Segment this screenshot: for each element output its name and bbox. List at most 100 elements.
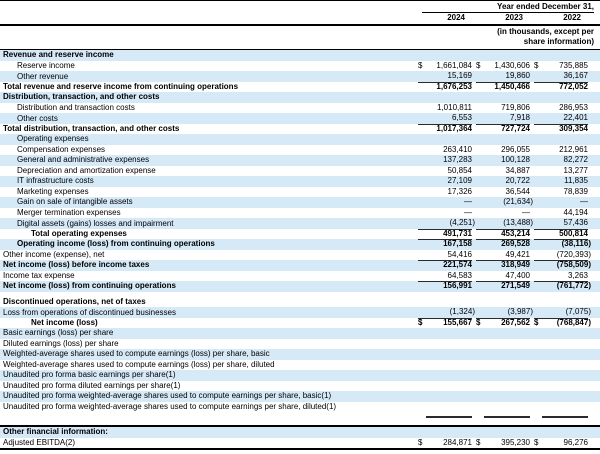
row-label: Operating expenses bbox=[17, 134, 89, 143]
value-2024: $155,667 bbox=[418, 318, 472, 329]
cell-value: 1,661,084 bbox=[436, 60, 472, 70]
table-row: Operating expenses bbox=[0, 134, 600, 145]
table-row: IT infrastructure costs 27,109 20,722 11… bbox=[0, 176, 600, 187]
value-2024 bbox=[418, 134, 472, 145]
table-row: Revenue and reserve income bbox=[0, 50, 600, 61]
period-label: Year ended December 31, bbox=[497, 2, 594, 11]
value-2022 bbox=[534, 391, 588, 402]
value-2024: 6,553 bbox=[418, 113, 472, 125]
value-2023: 7,918 bbox=[476, 113, 530, 125]
period-underline bbox=[422, 12, 594, 13]
value-2024: $284,871 bbox=[418, 438, 472, 449]
value-2024: 17,326 bbox=[418, 187, 472, 198]
currency-symbol: $ bbox=[476, 437, 481, 447]
row-label: Unaudited pro forma basic earnings per s… bbox=[3, 370, 176, 379]
currency-symbol: $ bbox=[476, 60, 481, 70]
row-label: Net income (loss) from continuing operat… bbox=[3, 281, 176, 290]
row-label: Other costs bbox=[17, 113, 58, 123]
table-row: Loss from operations of discontinued bus… bbox=[0, 307, 600, 319]
value-2023 bbox=[476, 370, 530, 381]
cell-value: 6,553 bbox=[451, 113, 472, 122]
row-label: Total operating expenses bbox=[31, 229, 127, 238]
cell-value: 269,528 bbox=[501, 239, 530, 248]
cell-value: 772,052 bbox=[559, 81, 588, 91]
cell-value: (4,251) bbox=[449, 218, 475, 227]
cell-value: 44,194 bbox=[563, 207, 588, 217]
cell-value: 500,814 bbox=[559, 228, 588, 238]
table-row: Digital assets (gains) losses and impair… bbox=[0, 218, 600, 230]
row-label: Reserve income bbox=[17, 60, 75, 70]
value-2022 bbox=[534, 360, 588, 371]
value-2022: 36,167 bbox=[534, 71, 588, 83]
table-row: Other revenue 15,169 19,860 36,167 bbox=[0, 71, 600, 83]
row-label: Unaudited pro forma weighted-average sha… bbox=[3, 401, 337, 411]
value-2023: (13,488) bbox=[476, 218, 533, 230]
cell-value: 309,354 bbox=[559, 123, 588, 133]
cell-value: 719,806 bbox=[501, 102, 530, 112]
table-row: Discontinued operations, net of taxes bbox=[0, 297, 600, 308]
cell-value: 284,871 bbox=[443, 437, 472, 447]
value-2023: 36,544 bbox=[476, 187, 530, 198]
row-label: Weighted-average shares used to compute … bbox=[3, 349, 270, 358]
value-2022: 57,436 bbox=[534, 218, 588, 230]
table-row: Distribution, transaction, and other cos… bbox=[0, 92, 600, 103]
table-row: Net income (loss) before income taxes 22… bbox=[0, 260, 600, 271]
cell-value: 49,421 bbox=[505, 249, 530, 259]
cell-value: (768,847) bbox=[556, 317, 591, 327]
cell-value: 1,010,811 bbox=[437, 102, 472, 112]
value-2023 bbox=[476, 391, 530, 402]
cell-value: 267,562 bbox=[501, 317, 530, 327]
table-row: Unaudited pro forma weighted-average sha… bbox=[0, 402, 600, 413]
value-2024: — bbox=[418, 197, 472, 208]
value-2022: 309,354 bbox=[534, 124, 588, 135]
cell-value: — bbox=[522, 207, 530, 217]
cell-value: 27,109 bbox=[447, 176, 472, 185]
value-2023: — bbox=[476, 208, 530, 219]
cell-value: — bbox=[464, 207, 472, 217]
cell-value: (7,075) bbox=[565, 307, 591, 316]
header-top-rule bbox=[0, 0, 600, 1]
value-2022: (761,772) bbox=[534, 281, 591, 292]
table-row: Compensation expenses 263,410 296,055 21… bbox=[0, 145, 600, 156]
table-row: General and administrative expenses 137,… bbox=[0, 155, 600, 166]
value-2022: 772,052 bbox=[534, 82, 588, 93]
value-2024: 54,416 bbox=[418, 250, 472, 261]
cell-value: 1,450,466 bbox=[494, 81, 530, 91]
table-row: Income tax expense 64,583 47,400 3,263 bbox=[0, 271, 600, 282]
value-2024: 137,283 bbox=[418, 155, 472, 166]
table-row: Other income (expense), net 54,416 49,42… bbox=[0, 250, 600, 261]
currency-symbol: $ bbox=[418, 317, 423, 327]
value-2022: 500,814 bbox=[534, 228, 588, 240]
row-label: Total distribution, transaction, and oth… bbox=[3, 123, 180, 133]
value-2024: — bbox=[418, 208, 472, 219]
row-label: Unaudited pro forma weighted-average sha… bbox=[3, 391, 332, 400]
financial-table-body: Revenue and reserve income Reserve incom… bbox=[0, 50, 600, 450]
value-2023 bbox=[476, 427, 530, 438]
currency-symbol: $ bbox=[418, 437, 423, 447]
row-label: Unaudited pro forma diluted earnings per… bbox=[3, 380, 181, 390]
table-row: Gain on sale of intangible assets — (21,… bbox=[0, 197, 600, 208]
cell-value: 100,128 bbox=[501, 155, 530, 164]
value-2023 bbox=[476, 328, 530, 339]
value-2022: 82,272 bbox=[534, 155, 588, 166]
value-2022: $96,276 bbox=[534, 438, 588, 449]
currency-symbol: $ bbox=[534, 437, 539, 447]
value-2024: 1,017,364 bbox=[418, 124, 472, 135]
row-label: Gain on sale of intangible assets bbox=[17, 197, 133, 206]
currency-symbol: $ bbox=[476, 317, 481, 327]
cell-value: (720,393) bbox=[556, 249, 591, 259]
cell-value: (38,116) bbox=[561, 239, 591, 248]
value-2023: $395,230 bbox=[476, 438, 530, 449]
value-2024 bbox=[418, 391, 472, 402]
table-row: Total operating expenses 491,731 453,214… bbox=[0, 229, 600, 240]
value-2024 bbox=[418, 92, 472, 103]
value-2023: (3,987) bbox=[476, 307, 533, 319]
table-row: Basic earnings (loss) per share bbox=[0, 328, 600, 339]
value-2022: $ (768,847) bbox=[534, 317, 591, 329]
header-bottom-rule bbox=[0, 49, 600, 50]
cell-value: 78,839 bbox=[563, 186, 588, 196]
value-2024 bbox=[418, 370, 472, 381]
value-rule-2023 bbox=[484, 415, 530, 418]
value-2022: 212,961 bbox=[534, 145, 588, 156]
